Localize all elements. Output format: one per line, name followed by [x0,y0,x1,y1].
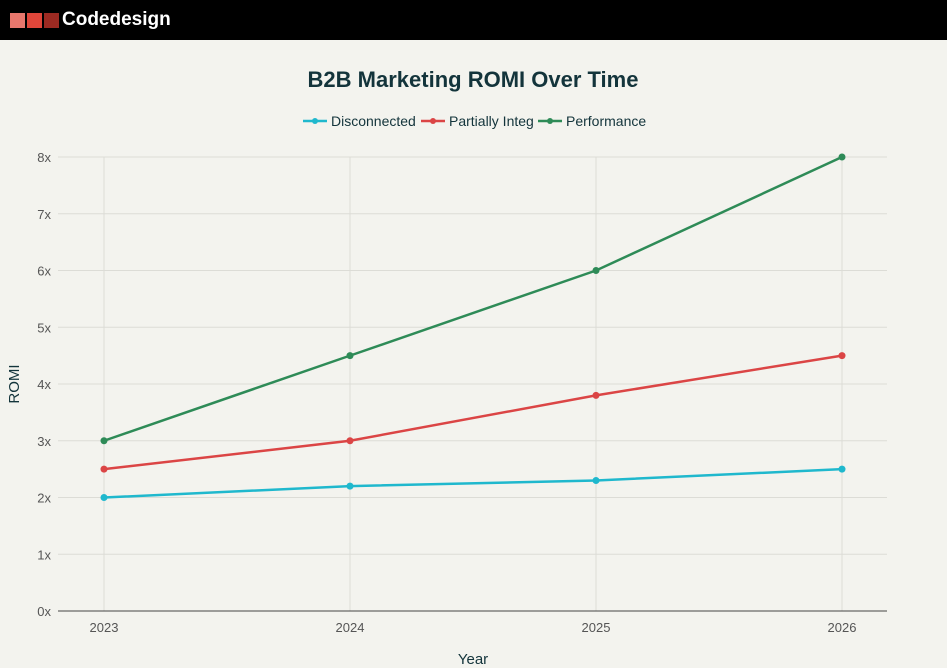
x-tick-label: 2024 [336,620,365,635]
y-tick-label: 5x [37,320,51,335]
data-point [100,437,108,445]
data-point [346,482,354,490]
top-bar: Codedesign [0,0,947,40]
data-point [838,153,846,161]
logo-square [10,12,25,28]
legend-item[interactable]: Partially Integ [449,113,534,129]
x-axis-label: Year [458,651,488,668]
data-point [592,476,600,484]
chart-title: B2B Marketing ROMI Over Time [308,67,639,92]
series-line-0 [103,467,843,499]
logo-squares [10,12,61,28]
data-point [592,267,600,274]
y-tick-label: 0x [37,604,51,619]
legend-marker [430,118,436,124]
y-tick-label: 8x [37,150,51,165]
x-tick-label: 2025 [582,620,611,635]
data-point [100,494,108,501]
logo-square [44,12,59,28]
y-tick-label: 6x [37,264,51,279]
legend-item[interactable]: Disconnected [331,113,416,129]
logo-square [27,12,42,28]
y-axis-label: ROMI [6,364,23,403]
data-point [838,465,846,473]
legend-marker [547,118,553,124]
y-tick-label: 3x [37,434,51,449]
y-tick-label: 2x [37,491,51,506]
chart: B2B Marketing ROMI Over Time 0x 1x 2x 3x 4x 5… [6,67,887,668]
series-line-2 [103,155,843,442]
x-tick-label: 2026 [828,620,857,635]
legend-item[interactable]: Performance [566,113,646,129]
legend-marker [312,118,318,124]
series-line-1 [103,354,843,471]
brand-name: Codedesign [62,9,171,30]
y-tick-label: 7x [37,207,51,222]
x-tick-label: 2023 [90,620,119,635]
y-tick-label: 1x [37,547,51,562]
data-point [346,437,354,445]
data-point [838,352,846,360]
data-point [346,352,354,360]
data-point [592,391,600,399]
data-point [100,465,108,473]
y-tick-label: 4x [37,377,51,392]
